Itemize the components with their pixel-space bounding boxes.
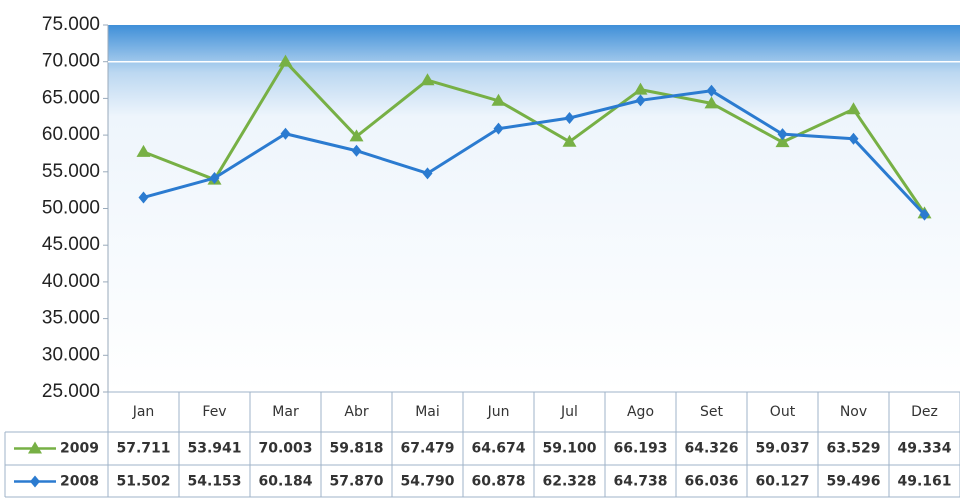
y-tick-label: 25.000 xyxy=(42,381,100,402)
marker xyxy=(848,132,859,145)
x-tick-label: Jun xyxy=(487,404,510,420)
marker xyxy=(635,94,646,107)
table-value: 64.674 xyxy=(471,441,525,457)
table-value: 70.003 xyxy=(258,441,312,457)
table-value: 51.502 xyxy=(116,474,170,490)
plot-area xyxy=(108,25,960,392)
y-tick-label: 40.000 xyxy=(42,271,100,292)
line xyxy=(142,60,926,215)
table-value: 54.153 xyxy=(187,474,241,490)
table-value: 57.870 xyxy=(329,474,383,490)
x-tick-label: Mar xyxy=(272,404,299,420)
marker xyxy=(706,84,717,97)
y-tick-label: 65.000 xyxy=(42,87,100,108)
marker xyxy=(420,73,435,86)
y-tick-label: 35.000 xyxy=(42,308,100,329)
marker xyxy=(491,93,506,106)
legend-label: 2009 xyxy=(60,441,99,457)
x-tick-label: Fev xyxy=(202,404,226,420)
marker xyxy=(846,102,861,115)
marker xyxy=(777,128,788,141)
table-value: 60.127 xyxy=(755,474,809,490)
y-tick-label: 75.000 xyxy=(42,14,100,35)
marker xyxy=(564,112,575,125)
marker xyxy=(278,54,293,67)
marker xyxy=(351,144,362,157)
marker xyxy=(209,172,220,185)
marker xyxy=(493,122,504,135)
table-value: 60.184 xyxy=(258,474,312,490)
table-value: 59.496 xyxy=(826,474,880,490)
table-value: 49.334 xyxy=(897,441,951,457)
marker xyxy=(280,127,291,140)
table-value: 63.529 xyxy=(826,441,880,457)
table-value: 49.161 xyxy=(897,474,951,490)
x-tick-label: Dez xyxy=(911,404,938,420)
line xyxy=(143,89,926,216)
x-tick-label: Set xyxy=(700,404,724,420)
legend-label: 2008 xyxy=(60,474,99,490)
marker xyxy=(28,441,42,454)
marker xyxy=(562,134,577,147)
y-tick-label: 45.000 xyxy=(42,234,100,255)
table-value: 59.100 xyxy=(542,441,596,457)
x-tick-label: Nov xyxy=(840,404,867,420)
table-value: 67.479 xyxy=(400,441,454,457)
marker xyxy=(775,135,790,148)
x-tick-label: Mai xyxy=(415,404,440,420)
table-value: 57.711 xyxy=(116,441,170,457)
marker xyxy=(138,191,149,204)
marker xyxy=(349,129,364,142)
x-tick-label: Jul xyxy=(560,404,578,420)
x-tick-label: Abr xyxy=(344,404,368,420)
table-value: 59.818 xyxy=(329,441,383,457)
table-value: 64.326 xyxy=(684,441,738,457)
table-value: 54.790 xyxy=(400,474,454,490)
table-value: 59.037 xyxy=(755,441,809,457)
marker xyxy=(704,96,719,109)
y-tick-label: 70.000 xyxy=(42,51,100,72)
table-value: 66.036 xyxy=(684,474,738,490)
table-value: 62.328 xyxy=(542,474,596,490)
y-tick-label: 30.000 xyxy=(42,344,100,365)
x-tick-label: Jan xyxy=(132,404,155,420)
marker xyxy=(633,82,648,95)
marker xyxy=(919,208,930,221)
table-value: 60.878 xyxy=(471,474,525,490)
table-value: 53.941 xyxy=(187,441,241,457)
marker xyxy=(30,475,40,488)
x-tick-label: Ago xyxy=(627,404,654,420)
y-tick-label: 55.000 xyxy=(42,161,100,182)
marker xyxy=(136,144,151,157)
marker xyxy=(422,167,433,180)
x-tick-label: Out xyxy=(770,404,796,420)
table-value: 64.738 xyxy=(613,474,667,490)
table-value: 66.193 xyxy=(613,441,667,457)
y-tick-label: 50.000 xyxy=(42,198,100,219)
y-tick-label: 60.000 xyxy=(42,124,100,145)
